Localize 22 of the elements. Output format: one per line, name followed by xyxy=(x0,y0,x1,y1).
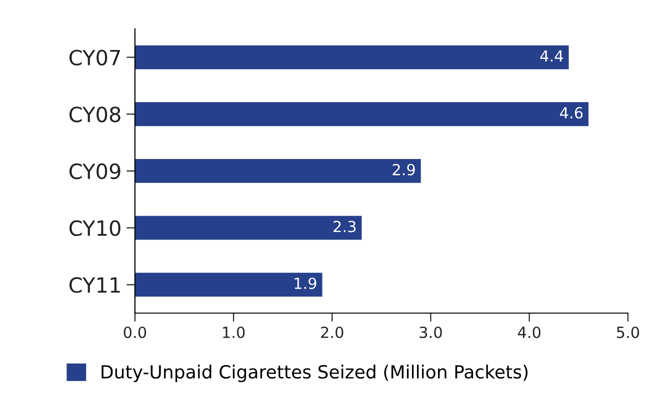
x-tick-label: 4.0 xyxy=(518,326,540,338)
x-tick-label: 1.0 xyxy=(223,326,245,338)
data-label: 4.6 xyxy=(560,107,583,119)
bar xyxy=(134,216,362,240)
data-label: 4.4 xyxy=(540,50,563,62)
data-label: 2.9 xyxy=(392,164,415,176)
bar xyxy=(134,102,588,126)
y-tick-label: CY10 xyxy=(69,220,120,236)
x-tick-label: 5.0 xyxy=(616,326,640,338)
x-tick-label: 2.0 xyxy=(321,326,344,338)
bar xyxy=(134,45,569,70)
bar xyxy=(134,159,421,183)
y-tick-label: CY08 xyxy=(69,106,120,122)
y-tick-label: CY11 xyxy=(69,277,120,293)
data-label: 1.9 xyxy=(294,278,316,290)
legend-label: Duty-Unpaid Cigarettes Seized (Million Packets) xyxy=(102,364,528,382)
y-tick-label: CY07 xyxy=(69,50,120,66)
x-tick-label: 0.0 xyxy=(124,326,146,338)
x-tick-label: 3.0 xyxy=(420,326,442,338)
y-tick-label: CY09 xyxy=(69,163,120,180)
data-label: 2.3 xyxy=(334,220,356,232)
bar xyxy=(134,272,322,297)
